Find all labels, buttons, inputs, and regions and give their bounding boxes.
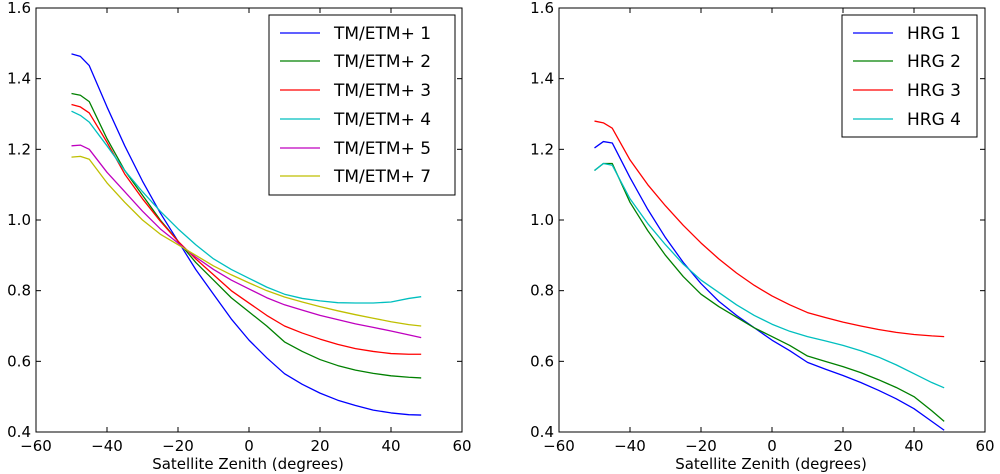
y-tick-label: 1.6 (7, 0, 31, 17)
x-tick-label: −40 (614, 437, 646, 455)
legend-entry: TM/ETM+ 5 (333, 139, 431, 159)
x-tick-label: −60 (543, 437, 575, 455)
legend-entry: HRG 2 (907, 52, 961, 72)
y-tick-label: 1.4 (7, 70, 31, 88)
legend-frame (268, 14, 456, 196)
x-tick-label: 0 (244, 437, 254, 455)
right-chart-panel: Satellite Zenith (degrees) HRG 1 HRG 2 H… (530, 0, 994, 473)
x-tick-label: −40 (91, 437, 123, 455)
x-tick-label: 0 (767, 437, 777, 455)
x-tick-label: 40 (904, 437, 923, 455)
y-tick-label: 0.8 (7, 282, 31, 300)
series-line-tm-etm-5 (71, 144, 422, 339)
series-line-tm-etm-7 (71, 155, 422, 327)
x-tick-label: −20 (685, 437, 717, 455)
series-line-hrg-4 (594, 162, 945, 389)
y-tick-label: 0.4 (7, 423, 31, 441)
legend-entry: TM/ETM+ 3 (333, 81, 431, 101)
x-tick-label: −20 (162, 437, 194, 455)
x-tick-label: 20 (310, 437, 329, 455)
y-tick-label: 1.4 (530, 70, 554, 88)
y-tick-label: 1.0 (530, 211, 554, 229)
legend-frame (841, 14, 978, 138)
legend-entry: TM/ETM+ 4 (333, 110, 431, 130)
x-axis-label: Satellite Zenith (degrees) (152, 455, 344, 473)
x-tick-label: 40 (381, 437, 400, 455)
legend: HRG 1 HRG 2 HRG 3 HRG 4 (841, 14, 978, 138)
x-tick-label: 20 (833, 437, 852, 455)
x-tick-label: 60 (975, 437, 994, 455)
legend-entry: HRG 1 (907, 24, 961, 44)
y-tick-label: 0.4 (530, 423, 554, 441)
legend-entry: TM/ETM+ 2 (333, 52, 431, 72)
series-line-tm-etm-4 (71, 110, 422, 304)
series-line-tm-etm-2 (71, 92, 422, 379)
y-tick-label: 0.6 (7, 352, 31, 370)
series-line-hrg-3 (594, 120, 945, 338)
series-line-tm-etm-1 (71, 53, 422, 416)
y-tick-label: 0.6 (530, 352, 554, 370)
y-tick-label: 1.2 (7, 140, 31, 158)
x-tick-label: −60 (20, 437, 52, 455)
x-tick-label: 60 (452, 437, 471, 455)
legend-entry: HRG 3 (907, 81, 961, 101)
series-line-hrg-2 (594, 162, 945, 422)
series-line-hrg-1 (594, 140, 945, 431)
x-axis-label: Satellite Zenith (degrees) (675, 455, 867, 473)
y-tick-label: 1.0 (7, 211, 31, 229)
y-tick-label: 1.6 (530, 0, 554, 17)
legend: TM/ETM+ 1 TM/ETM+ 2 TM/ETM+ 3 TM/ETM+ 4 … (268, 14, 456, 196)
legend-entry: HRG 4 (907, 110, 961, 130)
left-chart-panel: Satellite Zenith (degrees) TM/ETM+ 1 TM/… (7, 0, 471, 473)
legend-entry: TM/ETM+ 7 (333, 167, 431, 187)
y-tick-label: 1.2 (530, 140, 554, 158)
legend-entry: TM/ETM+ 1 (333, 24, 431, 44)
y-tick-label: 0.8 (530, 282, 554, 300)
